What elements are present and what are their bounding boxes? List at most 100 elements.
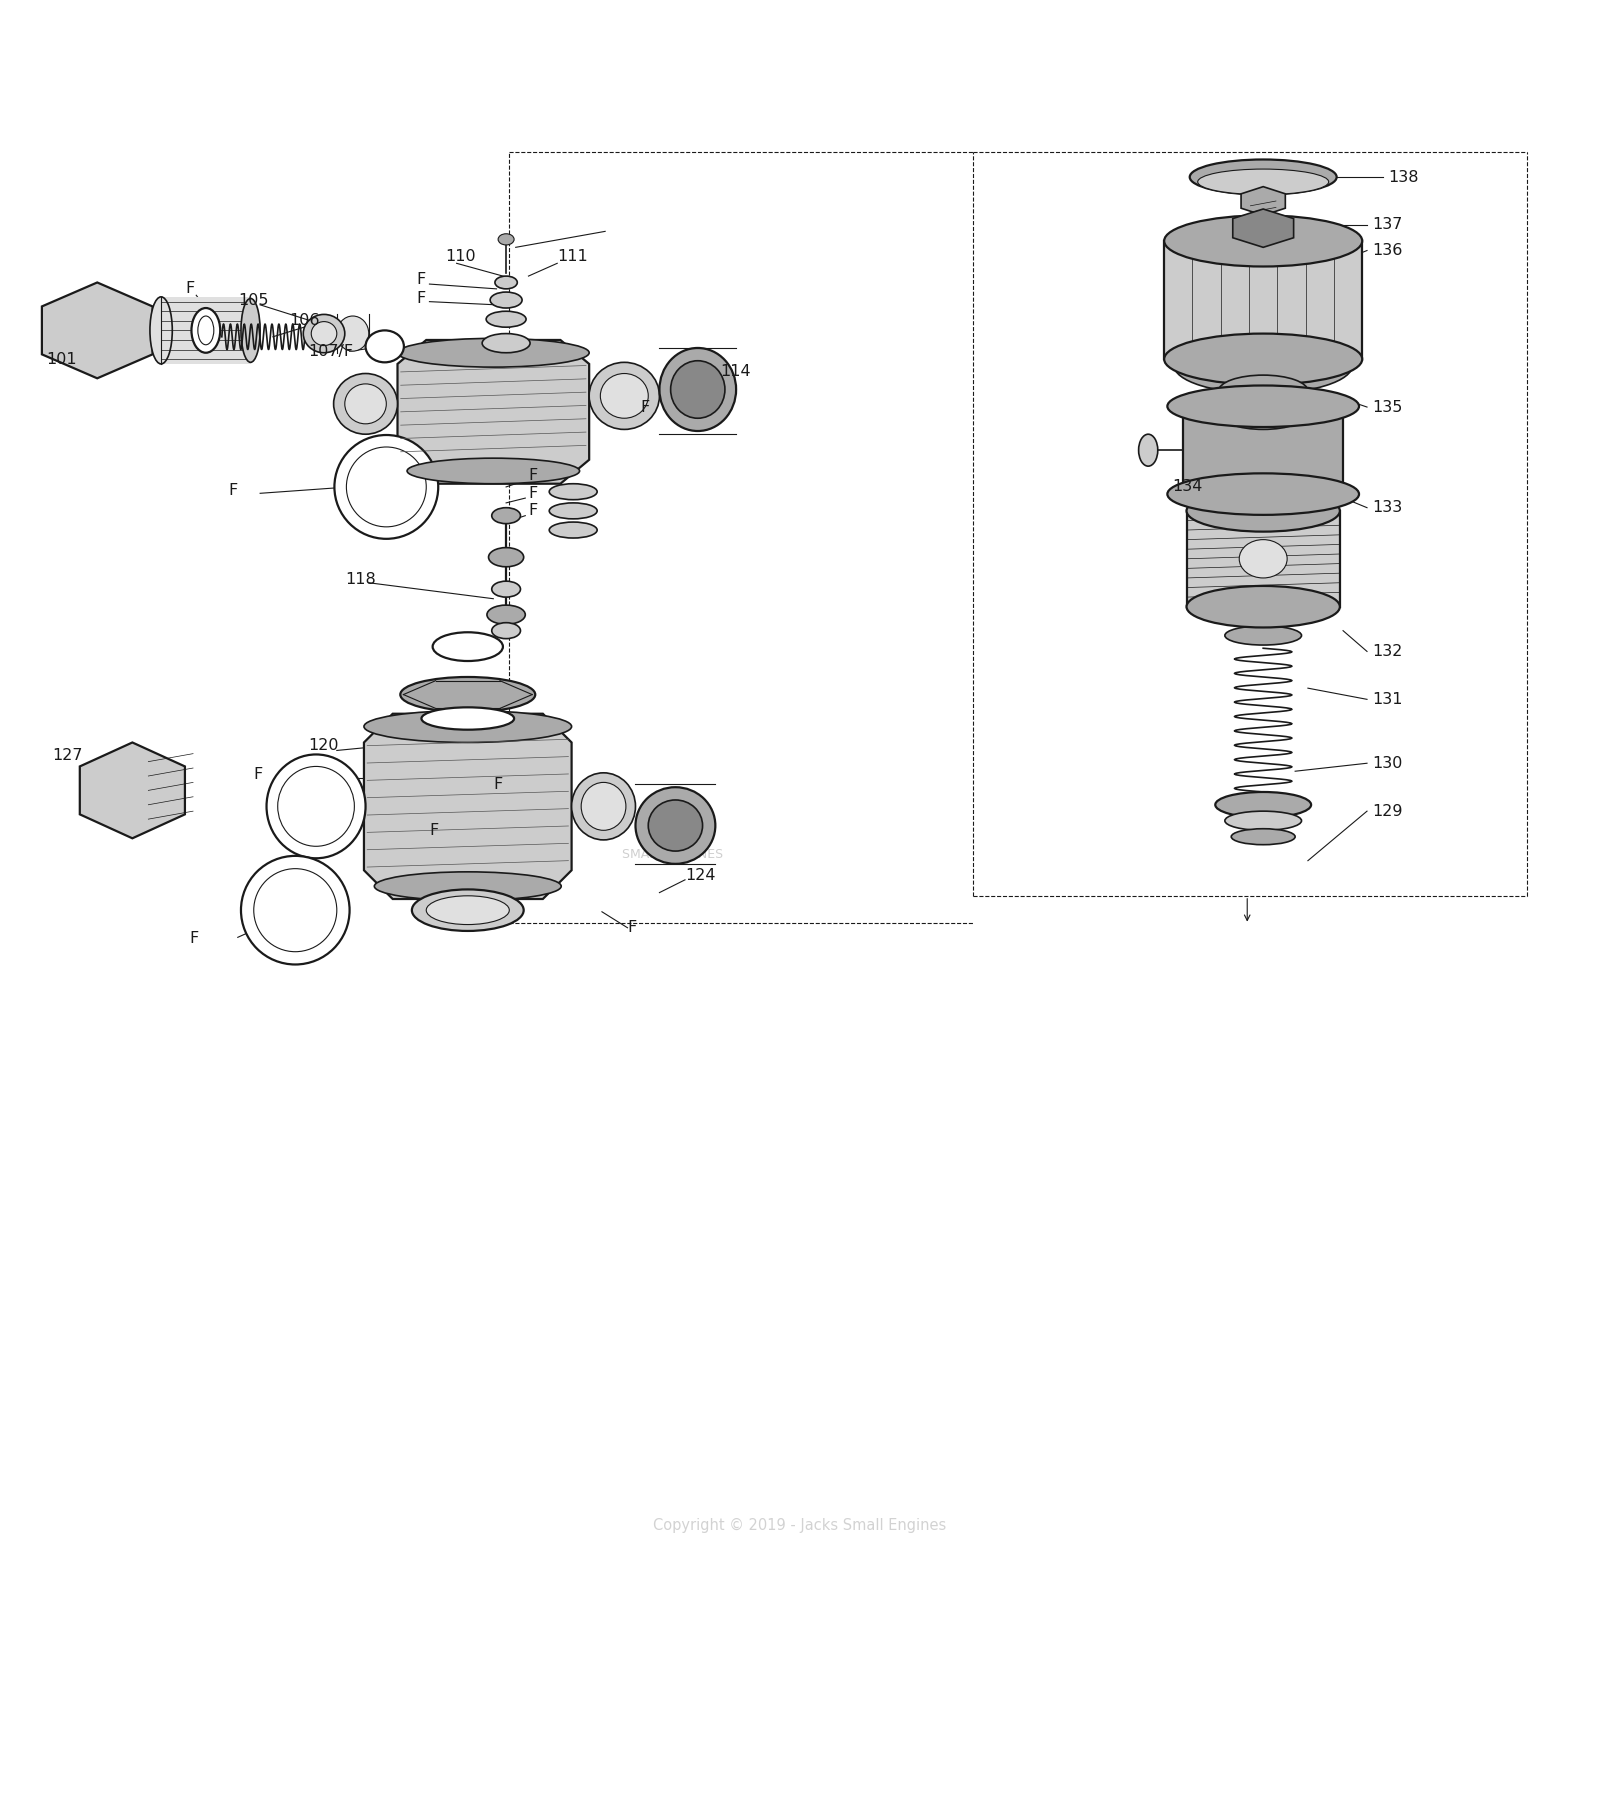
Text: F: F bbox=[429, 823, 438, 838]
Ellipse shape bbox=[549, 521, 597, 538]
Ellipse shape bbox=[346, 448, 426, 527]
Text: F: F bbox=[254, 768, 262, 782]
Ellipse shape bbox=[1187, 586, 1339, 628]
Text: F: F bbox=[640, 399, 650, 415]
Text: F: F bbox=[528, 467, 538, 484]
Ellipse shape bbox=[397, 338, 589, 367]
Ellipse shape bbox=[581, 782, 626, 831]
Ellipse shape bbox=[600, 374, 648, 419]
Ellipse shape bbox=[267, 755, 365, 858]
Ellipse shape bbox=[549, 484, 597, 500]
Ellipse shape bbox=[589, 363, 659, 430]
Ellipse shape bbox=[242, 856, 349, 964]
Ellipse shape bbox=[242, 298, 261, 363]
Ellipse shape bbox=[421, 707, 514, 730]
Ellipse shape bbox=[1219, 397, 1307, 430]
Bar bbox=[1184, 417, 1342, 484]
Ellipse shape bbox=[338, 316, 368, 351]
Ellipse shape bbox=[1240, 539, 1286, 577]
Ellipse shape bbox=[491, 507, 520, 523]
Ellipse shape bbox=[198, 316, 214, 345]
Ellipse shape bbox=[1139, 433, 1158, 466]
Text: F: F bbox=[416, 271, 426, 286]
Text: F: F bbox=[528, 485, 538, 502]
Text: 105: 105 bbox=[238, 293, 269, 307]
Ellipse shape bbox=[374, 872, 562, 901]
Text: F: F bbox=[190, 931, 198, 946]
Ellipse shape bbox=[1226, 626, 1301, 645]
Text: SMALL ENGINES: SMALL ENGINES bbox=[622, 849, 723, 861]
Ellipse shape bbox=[365, 331, 403, 363]
Polygon shape bbox=[1232, 209, 1294, 248]
Ellipse shape bbox=[1198, 169, 1328, 194]
Ellipse shape bbox=[334, 374, 397, 433]
Ellipse shape bbox=[1187, 491, 1339, 532]
Text: F: F bbox=[416, 291, 426, 306]
Text: 133: 133 bbox=[1371, 500, 1402, 516]
Ellipse shape bbox=[571, 773, 635, 840]
Text: 120: 120 bbox=[309, 739, 339, 753]
Ellipse shape bbox=[1168, 473, 1358, 514]
Text: 134: 134 bbox=[1173, 480, 1203, 494]
Ellipse shape bbox=[432, 633, 502, 662]
Ellipse shape bbox=[549, 503, 597, 520]
Text: 132: 132 bbox=[1371, 644, 1402, 658]
Ellipse shape bbox=[491, 581, 520, 597]
Polygon shape bbox=[1242, 187, 1285, 216]
Text: 107/F: 107/F bbox=[309, 343, 354, 358]
Ellipse shape bbox=[1174, 338, 1352, 394]
Text: 138: 138 bbox=[1387, 169, 1418, 185]
Ellipse shape bbox=[635, 788, 715, 863]
Polygon shape bbox=[42, 282, 152, 378]
Ellipse shape bbox=[1168, 385, 1358, 426]
Ellipse shape bbox=[363, 710, 571, 743]
Text: F: F bbox=[528, 503, 538, 518]
Ellipse shape bbox=[659, 349, 736, 432]
Text: 137: 137 bbox=[1371, 218, 1402, 232]
Text: 136: 136 bbox=[1371, 243, 1402, 259]
Ellipse shape bbox=[400, 678, 536, 712]
Text: 131: 131 bbox=[1371, 692, 1402, 707]
Ellipse shape bbox=[411, 890, 523, 931]
Ellipse shape bbox=[494, 277, 517, 289]
Text: F: F bbox=[229, 482, 237, 498]
Ellipse shape bbox=[1190, 160, 1336, 194]
Text: 124: 124 bbox=[685, 868, 715, 883]
Ellipse shape bbox=[1165, 216, 1362, 266]
Text: 114: 114 bbox=[720, 365, 750, 379]
Ellipse shape bbox=[344, 385, 386, 424]
Ellipse shape bbox=[406, 458, 579, 484]
Text: 118: 118 bbox=[344, 572, 376, 588]
Ellipse shape bbox=[304, 315, 344, 352]
Ellipse shape bbox=[426, 895, 509, 924]
Text: F: F bbox=[186, 280, 194, 297]
Ellipse shape bbox=[1226, 811, 1301, 831]
Ellipse shape bbox=[670, 361, 725, 419]
Ellipse shape bbox=[312, 322, 338, 345]
Polygon shape bbox=[363, 714, 571, 899]
Ellipse shape bbox=[498, 234, 514, 245]
Text: 111: 111 bbox=[557, 250, 587, 264]
Ellipse shape bbox=[482, 334, 530, 352]
Text: F: F bbox=[493, 777, 502, 791]
Ellipse shape bbox=[486, 606, 525, 624]
Text: F: F bbox=[627, 921, 637, 935]
Ellipse shape bbox=[334, 435, 438, 539]
Bar bbox=[1165, 241, 1362, 360]
Text: Copyright © 2019 - Jacks Small Engines: Copyright © 2019 - Jacks Small Engines bbox=[653, 1518, 947, 1532]
Polygon shape bbox=[397, 340, 589, 484]
Ellipse shape bbox=[488, 548, 523, 566]
Ellipse shape bbox=[1165, 334, 1362, 385]
Ellipse shape bbox=[1232, 829, 1294, 845]
Text: 135: 135 bbox=[1371, 399, 1402, 415]
Text: 110: 110 bbox=[445, 250, 477, 264]
Ellipse shape bbox=[486, 311, 526, 327]
Ellipse shape bbox=[192, 307, 221, 352]
Ellipse shape bbox=[490, 291, 522, 307]
Ellipse shape bbox=[1219, 376, 1307, 406]
Bar bbox=[1219, 392, 1307, 414]
Text: 129: 129 bbox=[1371, 804, 1402, 818]
Ellipse shape bbox=[254, 868, 338, 951]
Ellipse shape bbox=[491, 622, 520, 638]
Ellipse shape bbox=[1216, 791, 1310, 818]
